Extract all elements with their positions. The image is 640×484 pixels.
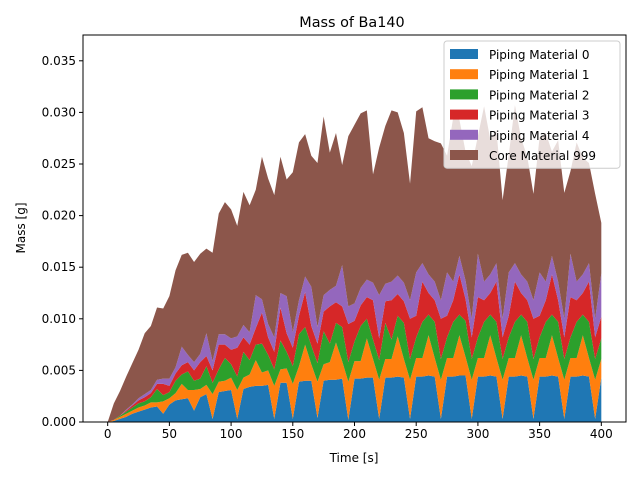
y-axis-label: Mass [g] <box>14 202 28 253</box>
legend-label-3: Piping Material 3 <box>489 109 590 123</box>
chart-title: Mass of Ba140 <box>299 15 404 31</box>
area-series-4 <box>107 253 602 422</box>
y-tick-label: 0.010 <box>42 312 76 326</box>
legend-swatch-3 <box>450 109 478 120</box>
x-tick-label: 100 <box>220 427 243 441</box>
y-axis: 0.000 0.005 0.010 0.015 0.020 0.025 0.030 0.035 <box>42 54 83 429</box>
area-layers <box>107 105 602 423</box>
x-tick-label: 0 <box>104 427 112 441</box>
area-series-0 <box>107 375 602 422</box>
legend-label-2: Piping Material 2 <box>489 88 590 102</box>
y-tick-label: 0.030 <box>42 105 76 119</box>
legend: Piping Material 0 Piping Material 1 Piping… <box>443 40 621 169</box>
x-axis: 0 50 100 150 200 250 300 350 400 <box>104 422 613 441</box>
legend-box <box>443 40 621 169</box>
x-tick-label: 300 <box>466 427 489 441</box>
area-series-3 <box>107 274 602 422</box>
legend-swatch-2 <box>450 89 478 100</box>
x-tick-label: 150 <box>281 427 304 441</box>
legend-swatch-5 <box>450 150 478 160</box>
y-tick-label: 0.025 <box>42 157 76 171</box>
area-series-1 <box>107 335 602 422</box>
legend-label-1: Piping Material 1 <box>489 68 590 82</box>
legend-swatch-4 <box>450 129 478 140</box>
plot-frame <box>82 34 627 423</box>
x-tick-label: 200 <box>343 427 366 441</box>
legend-label-4: Piping Material 4 <box>489 129 590 143</box>
area-series-2 <box>107 314 602 422</box>
y-tick-label: 0.020 <box>42 209 76 223</box>
x-tick-label: 350 <box>528 427 551 441</box>
y-tick-label: 0.005 <box>42 363 76 377</box>
y-tick-label: 0.035 <box>42 54 76 68</box>
x-tick-label: 400 <box>590 427 613 441</box>
area-series-5 <box>107 105 602 423</box>
legend-label-0: Piping Material 0 <box>489 48 590 62</box>
x-tick-label: 250 <box>405 427 428 441</box>
y-tick-label: 0.015 <box>42 260 76 274</box>
legend-swatch-1 <box>450 69 478 80</box>
legend-swatch-0 <box>450 49 478 59</box>
x-tick-label: 50 <box>162 427 177 441</box>
y-tick-label: 0.000 <box>42 415 76 429</box>
x-axis-label: Time [s] <box>329 451 379 465</box>
legend-label-5: Core Material 999 <box>489 149 596 163</box>
